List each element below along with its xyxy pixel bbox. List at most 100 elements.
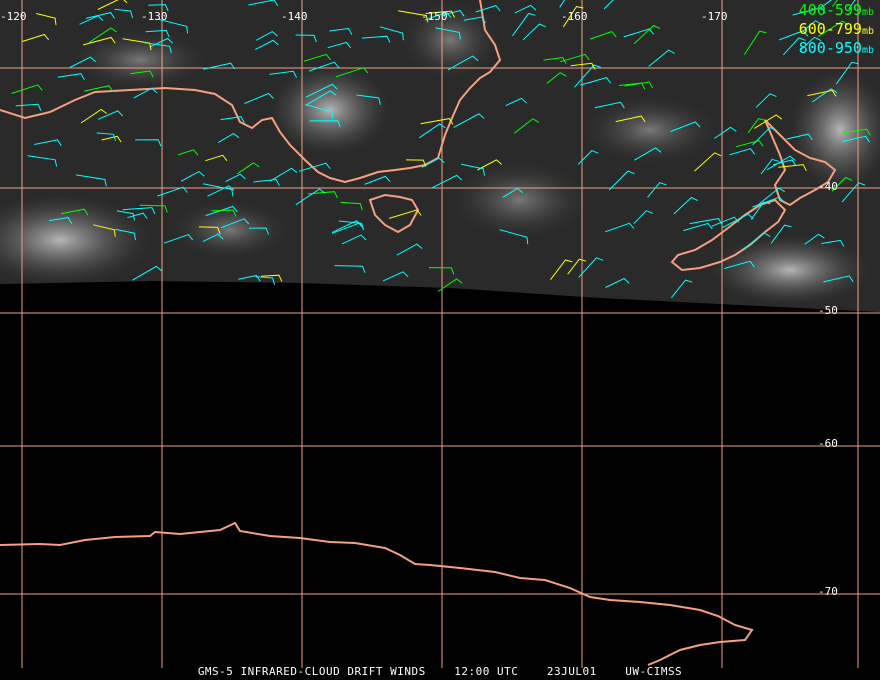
longitude-label: -140	[281, 10, 308, 23]
wind-barb	[633, 24, 661, 45]
wind-barb	[603, 0, 614, 10]
wind-barb	[608, 170, 635, 191]
wind-barb	[512, 12, 536, 37]
wind-barb	[36, 13, 57, 26]
wind-barb	[405, 159, 427, 167]
wind-barb	[225, 173, 246, 183]
wind-barb	[823, 275, 854, 283]
wind-barb	[567, 258, 587, 275]
wind-barb	[198, 226, 221, 235]
wind-barb	[559, 0, 566, 8]
wind-barb	[578, 257, 604, 278]
wind-barb	[211, 209, 237, 217]
latitude-label: -40	[818, 180, 838, 193]
wind-barb	[550, 259, 573, 281]
wind-barb	[430, 174, 463, 189]
wind-barb	[11, 84, 43, 94]
wind-barb	[379, 26, 404, 41]
wind-barb	[203, 183, 234, 197]
image-caption: GMS-5 INFRARED-CLOUD DRIFT WINDS 12:00 U…	[0, 665, 880, 678]
nz-south-island	[670, 198, 787, 272]
wind-barb	[139, 204, 168, 213]
wind-barb	[570, 62, 596, 70]
wind-barb	[594, 101, 625, 109]
wind-barb	[543, 56, 567, 64]
wind-barb	[69, 56, 97, 68]
longitude-label: -170	[701, 10, 728, 23]
wind-barb	[34, 139, 62, 146]
wind-barb	[57, 73, 85, 80]
wind-barb	[729, 148, 756, 156]
australia-coast	[0, 0, 502, 184]
wind-barb	[689, 218, 723, 225]
wind-barb	[132, 265, 163, 281]
wind-barb	[779, 30, 809, 41]
wind-barb	[752, 126, 777, 146]
wind-barb	[341, 234, 367, 245]
wind-barb	[804, 233, 825, 245]
wind-barb	[694, 152, 722, 172]
wind-barb	[447, 55, 479, 71]
wind-barb	[335, 67, 369, 78]
pressure-legend: 400-599mb 600-799mb 800-950mb	[799, 2, 874, 59]
wind-barb	[841, 135, 871, 143]
wind-barb	[82, 36, 116, 46]
antarctica-coast	[0, 521, 754, 666]
wind-barb	[220, 218, 250, 229]
wind-barb	[848, 0, 856, 10]
wind-barb	[425, 10, 455, 18]
wind-barb	[818, 20, 849, 37]
wind-barb	[248, 227, 270, 235]
wind-barb	[792, 7, 826, 16]
wind-barb	[671, 279, 693, 299]
wind-barb	[389, 209, 422, 219]
wind-barb	[22, 33, 50, 42]
wind-barb	[605, 277, 630, 288]
wind-barb	[420, 118, 454, 125]
wind-barb	[269, 167, 298, 182]
date-label: 23JUL01	[546, 665, 597, 678]
wind-barb	[295, 34, 317, 43]
wind-barb	[298, 162, 331, 172]
longitude-label: -130	[141, 10, 168, 23]
wind-barb	[722, 213, 754, 229]
tasmania-coast	[368, 193, 420, 234]
legend-item-400-599: 400-599mb	[798, 1, 874, 19]
wind-barb	[207, 185, 235, 197]
wind-barb	[574, 64, 601, 88]
wind-barb	[97, 110, 124, 120]
wind-barb	[428, 267, 455, 275]
wind-barb	[505, 97, 527, 107]
wind-barb	[75, 174, 107, 187]
wind-barb	[673, 196, 698, 215]
wind-barb	[97, 0, 128, 10]
wind-barb	[782, 37, 806, 56]
wind-barb	[786, 133, 813, 141]
wind-barb	[329, 27, 353, 35]
latitude-label: -50	[818, 304, 838, 317]
wind-barb	[760, 158, 779, 175]
wind-barb	[307, 191, 338, 199]
wind-barb	[714, 126, 737, 139]
wind-barb	[435, 27, 461, 40]
wind-barb	[157, 18, 189, 34]
wind-barb	[163, 234, 194, 244]
wind-barb	[244, 92, 274, 104]
wind-barb	[711, 216, 740, 227]
longitude-label: -120	[0, 10, 27, 23]
wind-barb	[475, 5, 501, 13]
wind-barb	[398, 10, 429, 23]
wind-barb	[633, 210, 653, 225]
wind-barb	[96, 132, 117, 142]
wind-barb	[309, 120, 341, 128]
wind-barb	[743, 30, 767, 55]
wind-barb	[157, 186, 188, 197]
wind-barb	[513, 118, 540, 134]
wind-barb	[820, 0, 833, 8]
wind-barb	[220, 116, 245, 124]
wind-barb	[85, 12, 116, 19]
source-label: UW-CIMSS	[625, 665, 683, 678]
wind-barb	[648, 49, 675, 67]
wind-barb	[747, 118, 766, 133]
